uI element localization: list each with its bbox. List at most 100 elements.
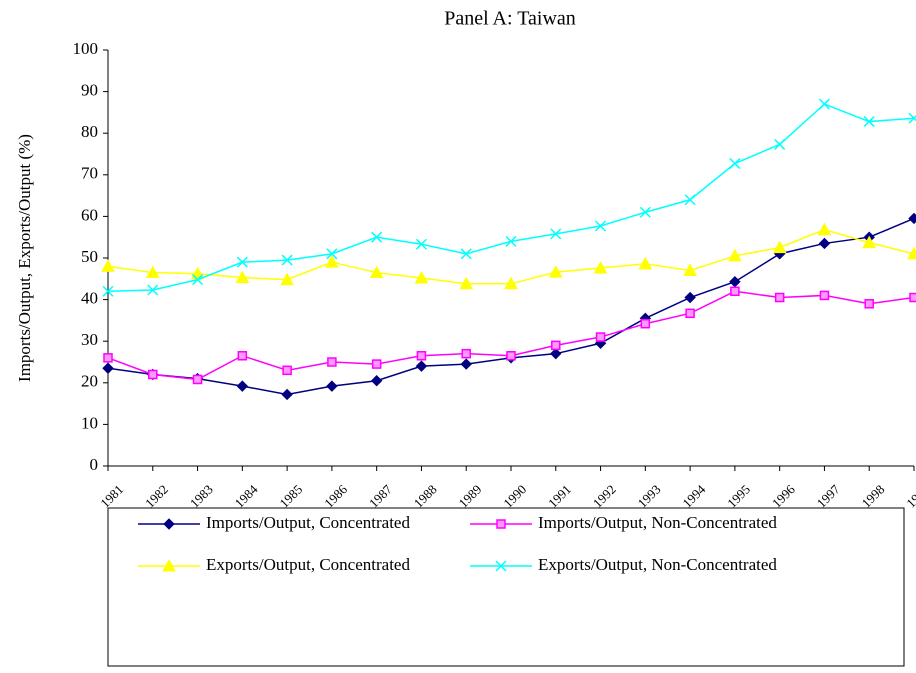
marker (907, 246, 916, 260)
marker (192, 274, 204, 286)
chart-title: Panel A: Taiwan (444, 8, 576, 30)
marker (819, 290, 830, 301)
marker (236, 380, 249, 392)
marker (325, 255, 339, 268)
marker (281, 388, 293, 401)
marker (369, 265, 384, 279)
x-tick-label: 1988 (411, 482, 440, 511)
series-line (107, 290, 915, 381)
y-tick-label: 100 (73, 39, 99, 58)
marker (147, 284, 159, 296)
marker (684, 194, 696, 206)
y-tick-label: 10 (81, 413, 98, 432)
marker (864, 299, 874, 309)
y-tick-label: 50 (81, 247, 98, 266)
x-tick-label: 1991 (545, 482, 574, 511)
y-tick-label: 70 (81, 164, 98, 183)
x-tick-label: 1996 (769, 481, 798, 510)
marker (236, 256, 248, 268)
marker (102, 285, 114, 297)
y-tick-label: 30 (81, 330, 98, 349)
marker (728, 248, 742, 262)
x-tick-label: 1992 (590, 482, 619, 511)
marker (551, 340, 561, 351)
x-tick-label: 1987 (366, 481, 395, 510)
marker (684, 291, 696, 304)
x-tick-label: 1983 (187, 482, 216, 511)
marker (415, 360, 428, 372)
legend-label: Exports/Output, Non-Concentrated (538, 555, 777, 574)
marker (639, 206, 651, 218)
marker (148, 369, 158, 380)
marker (163, 518, 175, 530)
marker (862, 235, 877, 249)
marker (102, 362, 114, 374)
marker (496, 519, 506, 529)
marker (416, 351, 427, 361)
marker (550, 228, 562, 240)
marker (326, 248, 338, 260)
marker (414, 270, 429, 284)
series-line (107, 217, 915, 396)
y-tick-label: 20 (81, 372, 98, 391)
marker (103, 353, 113, 363)
marker (818, 237, 831, 250)
marker (505, 235, 517, 247)
marker (282, 365, 292, 376)
marker (774, 138, 786, 150)
marker (280, 272, 294, 286)
marker (909, 292, 916, 303)
marker (370, 375, 383, 387)
marker (371, 231, 383, 243)
marker (461, 348, 471, 359)
marker (371, 359, 382, 369)
y-tick-label: 80 (81, 122, 98, 141)
marker (638, 256, 653, 270)
legend-label: Imports/Output, Concentrated (206, 513, 410, 532)
marker (729, 158, 741, 170)
series-line (107, 228, 915, 285)
y-tick-label: 60 (81, 205, 98, 224)
marker (415, 238, 427, 250)
y-tick-label: 40 (81, 289, 98, 308)
legend-label: Exports/Output, Concentrated (206, 555, 410, 574)
x-tick-label: 1990 (500, 482, 529, 511)
legend-label: Imports/Output, Non-Concentrated (538, 513, 777, 532)
x-tick-label: 1982 (142, 482, 171, 511)
x-tick-label: 1986 (321, 481, 350, 510)
marker (548, 265, 563, 278)
marker (459, 276, 474, 290)
x-tick-label: 1995 (724, 482, 753, 511)
marker (595, 220, 607, 232)
marker (506, 351, 516, 361)
marker (327, 357, 337, 367)
marker (145, 265, 160, 279)
marker (595, 332, 606, 342)
x-tick-label: 1999 (903, 482, 916, 511)
y-tick-label: 90 (81, 81, 98, 100)
y-tick-label: 0 (90, 455, 99, 474)
marker (908, 112, 916, 124)
marker (772, 240, 787, 254)
marker (192, 374, 203, 385)
marker (460, 248, 472, 260)
series-line (107, 103, 915, 293)
marker (237, 351, 248, 361)
legend-box (107, 507, 905, 667)
marker (326, 380, 338, 392)
marker (683, 263, 697, 276)
x-tick-label: 1984 (232, 481, 261, 510)
x-tick-label: 1993 (635, 482, 664, 511)
marker (774, 292, 785, 303)
x-tick-label: 1997 (814, 481, 843, 510)
marker (504, 276, 518, 290)
marker (460, 358, 472, 370)
marker (685, 308, 695, 319)
marker (495, 560, 507, 572)
marker (281, 254, 293, 266)
x-tick-label: 1989 (455, 482, 484, 511)
x-tick-label: 1994 (679, 481, 708, 510)
x-tick-label: 1985 (276, 482, 305, 511)
marker (162, 558, 176, 572)
